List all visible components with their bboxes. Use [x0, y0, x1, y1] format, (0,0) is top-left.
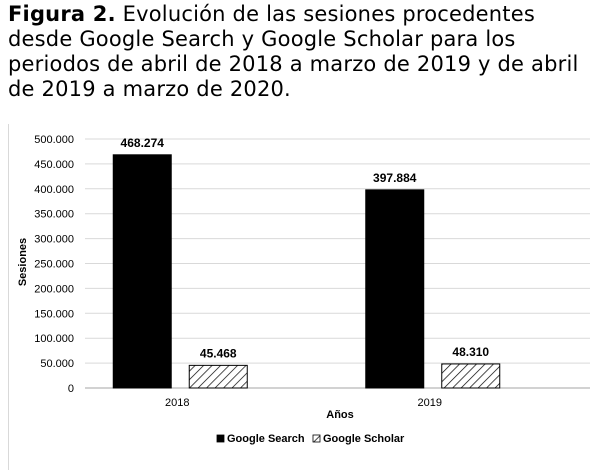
figure-frame [8, 124, 599, 470]
legend-swatch [312, 434, 321, 443]
y-tick-label: 400.000 [34, 184, 74, 196]
legend: Google Search Google Scholar [216, 433, 405, 445]
y-tick-label: 150.000 [34, 308, 74, 320]
x-tick-label: 2018 [165, 397, 189, 409]
bar-google-search-2018 [112, 154, 172, 389]
legend-swatch [216, 434, 225, 443]
data-label: 397.884 [373, 171, 417, 185]
bars: 468.274 45.468 397.884 48.310 [112, 136, 501, 389]
bar-google-search-2019 [365, 189, 425, 389]
data-label: 45.468 [200, 346, 237, 360]
caption-label: Figura 2. [8, 2, 116, 26]
legend-label: Google Scholar [323, 433, 405, 445]
y-tick-label: 500.000 [34, 134, 74, 146]
bar-google-scholar-2019 [441, 363, 501, 389]
x-axis-title: Años [326, 409, 354, 421]
bar-google-scholar-2018 [188, 364, 248, 389]
data-label: 468.274 [121, 136, 165, 150]
y-tick-label: 0 [68, 383, 74, 395]
y-tick-label: 300.000 [34, 234, 74, 246]
y-tick-label: 50.000 [40, 358, 74, 370]
y-tick-label: 250.000 [34, 259, 74, 271]
x-tick-label: 2019 [418, 397, 442, 409]
figure-caption: Figura 2. Evolución de las sesiones proc… [8, 2, 598, 102]
legend-label: Google Search [227, 433, 305, 445]
y-axis-ticks: 0 50.000 100.000 150.000 200.000 250.000 300.0… [34, 134, 74, 395]
caption-text: Evolución de las sesiones procedentes de… [8, 2, 579, 101]
y-tick-label: 100.000 [34, 333, 74, 345]
y-tick-label: 350.000 [34, 209, 74, 221]
data-label: 48.310 [452, 345, 489, 359]
y-axis-title: Sesiones [17, 238, 29, 286]
y-tick-label: 200.000 [34, 283, 74, 295]
x-axis-ticks: 2018 2019 [165, 397, 442, 409]
y-tick-label: 450.000 [34, 159, 74, 171]
